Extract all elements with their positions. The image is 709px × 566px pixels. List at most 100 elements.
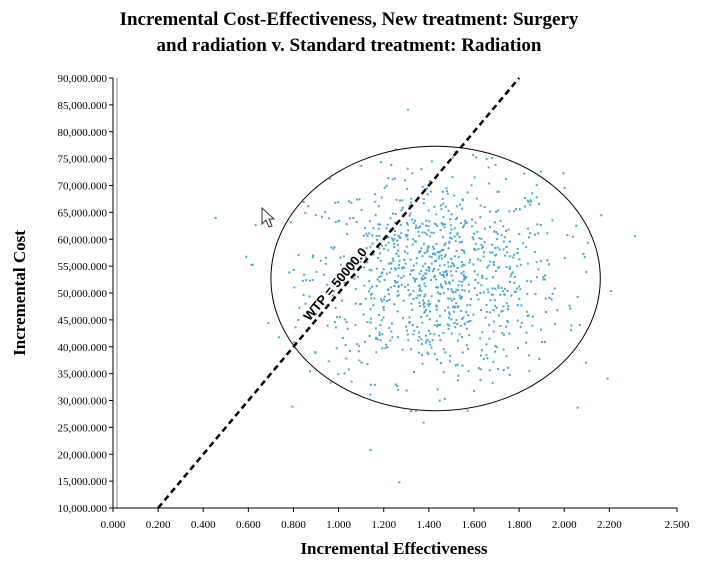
x-axis-title: Incremental Effectiveness — [300, 539, 487, 558]
scatter-point — [445, 274, 448, 277]
scatter-point — [442, 248, 445, 251]
scatter-point — [380, 319, 383, 322]
scatter-point — [575, 224, 578, 227]
scatter-point — [448, 241, 451, 244]
scatter-point — [487, 291, 490, 294]
scatter-point — [307, 205, 310, 208]
scatter-point — [386, 272, 389, 275]
scatter-point — [421, 353, 424, 356]
scatter-point — [394, 383, 397, 386]
scatter-point — [362, 234, 365, 237]
scatter-point — [382, 268, 385, 271]
scatter-point — [495, 346, 498, 349]
scatter-point — [378, 223, 381, 226]
scatter-point — [442, 202, 445, 205]
scatter-point — [436, 324, 439, 327]
scatter-point — [391, 336, 394, 339]
scatter-point — [456, 306, 459, 309]
scatter-point — [413, 278, 416, 281]
scatter-point — [479, 291, 482, 294]
scatter-point — [527, 354, 530, 357]
scatter-point — [399, 223, 402, 226]
x-tick-label: 1.000 — [326, 519, 351, 531]
scatter-point — [438, 292, 441, 295]
scatter-point — [531, 315, 534, 318]
scatter-point — [381, 333, 384, 336]
scatter-point — [543, 340, 546, 343]
scatter-point — [461, 289, 464, 292]
scatter-point — [502, 290, 505, 293]
scatter-point — [419, 305, 422, 308]
scatter-point — [484, 316, 487, 319]
scatter-point — [360, 208, 363, 211]
scatter-point — [458, 294, 461, 297]
scatter-point — [400, 283, 403, 286]
scatter-point — [488, 324, 491, 327]
scatter-point — [493, 264, 496, 267]
scatter-point — [535, 184, 538, 187]
scatter-point — [525, 341, 528, 344]
scatter-point — [383, 298, 386, 301]
scatter-point — [393, 284, 396, 287]
wtp-label: WTP = 50000.0 — [300, 245, 370, 324]
scatter-point — [406, 252, 409, 255]
scatter-point — [481, 245, 484, 248]
scatter-point — [428, 220, 431, 223]
scatter-point — [406, 221, 409, 224]
scatter-point — [417, 284, 420, 287]
scatter-point — [489, 260, 492, 263]
scatter-point — [499, 325, 502, 328]
scatter-point — [495, 210, 498, 213]
scatter-point — [494, 304, 497, 307]
scatter-point — [474, 242, 477, 245]
scatter-point — [499, 293, 502, 296]
scatter-point — [402, 317, 405, 320]
scatter-point — [408, 320, 411, 323]
scatter-point — [476, 258, 479, 261]
scatter-point — [456, 379, 459, 382]
scatter-point — [374, 214, 377, 217]
scatter-point — [388, 271, 391, 274]
scatter-point — [467, 283, 470, 286]
scatter-point — [462, 270, 465, 273]
scatter-point — [395, 268, 398, 271]
scatter-point — [455, 216, 458, 219]
scatter-point — [439, 250, 442, 253]
scatter-point — [424, 293, 427, 296]
scatter-point — [518, 285, 521, 288]
y-tick-label: 20,000.000 — [58, 449, 108, 461]
scatter-point — [410, 410, 413, 413]
scatter-point — [334, 201, 337, 204]
scatter-point — [357, 350, 360, 353]
scatter-point — [326, 324, 329, 327]
scatter-point — [314, 352, 317, 355]
scatter-point — [415, 277, 418, 280]
scatter-point — [311, 256, 314, 259]
scatter-point — [406, 329, 409, 332]
scatter-point — [520, 304, 523, 307]
scatter-point — [495, 253, 498, 256]
scatter-point — [397, 336, 400, 339]
scatter-point — [473, 232, 476, 235]
scatter-point — [397, 255, 400, 258]
scatter-point — [498, 248, 501, 251]
scatter-point — [434, 253, 437, 256]
scatter-point — [417, 226, 420, 229]
scatter-point — [375, 337, 378, 340]
x-tick-label: 2.500 — [665, 519, 690, 531]
scatter-point — [392, 239, 395, 242]
scatter-point — [510, 273, 513, 276]
y-tick-label: 10,000.000 — [58, 503, 108, 515]
scatter-point — [401, 267, 404, 270]
scatter-point — [254, 224, 257, 227]
scatter-point — [462, 249, 465, 252]
scatter-point — [443, 223, 446, 226]
y-axis-ticks: 10,000.000 15,000.000 20,000.000 25,000.000… — [58, 73, 113, 515]
scatter-point — [472, 238, 475, 241]
scatter-point — [422, 198, 425, 201]
x-tick-label: 1.600 — [462, 519, 487, 531]
scatter-point — [523, 205, 526, 208]
scatter-point — [404, 250, 407, 253]
scatter-point — [445, 190, 448, 193]
